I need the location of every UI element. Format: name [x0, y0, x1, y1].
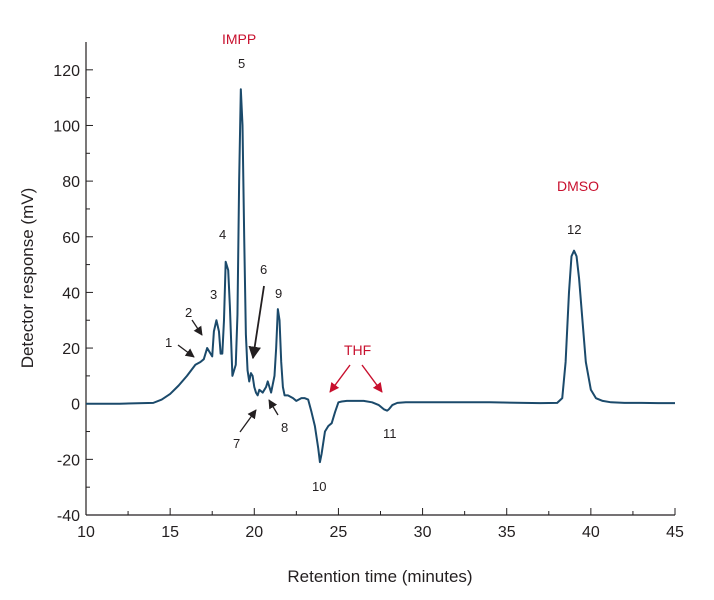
axes — [85, 42, 675, 516]
y-ticks: -40 -20 0 20 40 60 80 100 120 — [53, 63, 93, 525]
peak-label-7: 7 — [233, 436, 240, 451]
x-axis-title: Retention time (minutes) — [287, 567, 472, 586]
x-tick-label: 10 — [77, 524, 95, 541]
peak-label-10: 10 — [312, 479, 326, 494]
peak-label-3: 3 — [210, 287, 217, 302]
compound-label-dmso: DMSO — [557, 178, 599, 194]
arrow-thf-left — [329, 364, 351, 393]
peak-labels: 1 2 3 4 5 6 7 8 9 10 11 12 — [165, 56, 581, 494]
peak-label-12: 12 — [567, 222, 581, 237]
compound-label-impp: IMPP — [222, 31, 256, 47]
arrow-peak-6 — [248, 285, 265, 360]
x-tick-label: 35 — [498, 524, 516, 541]
y-tick-label: 40 — [62, 285, 80, 302]
x-tick-label: 20 — [245, 524, 263, 541]
x-tick-label: 30 — [414, 524, 432, 541]
peak-label-2: 2 — [185, 305, 192, 320]
chromatogram-trace — [86, 88, 675, 464]
x-tick-label: 40 — [582, 524, 600, 541]
arrow-peak-2 — [191, 319, 203, 336]
y-tick-label: 0 — [71, 397, 80, 414]
x-ticks: 10 15 20 25 30 35 40 45 — [77, 508, 684, 541]
arrow-peak-7 — [239, 409, 257, 433]
x-tick-label: 25 — [330, 524, 348, 541]
arrow-peak-8 — [268, 399, 279, 416]
compound-labels: IMPP THF DMSO — [222, 31, 599, 358]
y-axis-title: Detector response (mV) — [18, 188, 37, 368]
peak-label-9: 9 — [275, 286, 282, 301]
y-tick-label: 120 — [53, 63, 80, 80]
peak-label-6: 6 — [260, 262, 267, 277]
arrow-peak-1 — [177, 344, 195, 358]
y-tick-label: 80 — [62, 174, 80, 191]
y-tick-label: 60 — [62, 230, 80, 247]
arrow-thf-right — [361, 364, 383, 393]
x-tick-label: 15 — [161, 524, 179, 541]
peak-label-8: 8 — [281, 420, 288, 435]
peak-label-1: 1 — [165, 335, 172, 350]
peak-label-4: 4 — [219, 227, 226, 242]
peak-label-5: 5 — [238, 56, 245, 71]
y-tick-label: -40 — [57, 508, 80, 525]
y-tick-label: 100 — [53, 118, 80, 135]
compound-label-thf: THF — [344, 342, 371, 358]
annotation-arrows — [177, 285, 383, 433]
peak-label-11: 11 — [383, 426, 397, 441]
y-tick-label: 20 — [62, 341, 80, 358]
y-tick-label: -20 — [57, 452, 80, 469]
x-tick-label: 45 — [666, 524, 684, 541]
